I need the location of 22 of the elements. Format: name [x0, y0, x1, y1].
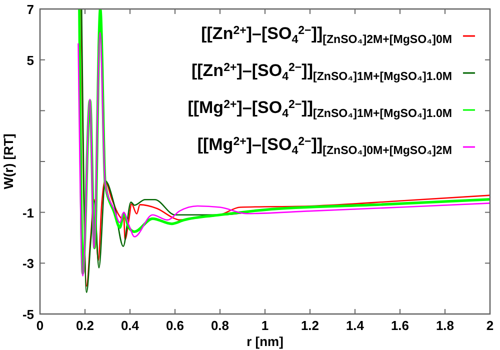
legend-label: [[Zn$^{2+}$]–[SO$_{4}$$^{2−}$]]$_{[ZnSO₄]1M+[MgSO₄]1.0M}$ — [191, 61, 452, 84]
y-tick-label: -5 — [22, 307, 34, 322]
x-tick-label: 0.8 — [210, 318, 230, 333]
x-tick-label: 0.4 — [120, 318, 140, 333]
y-tick-label: 5 — [26, 52, 34, 68]
y-tick-label: -1 — [22, 205, 34, 220]
x-tick-label: 1.6 — [390, 318, 410, 333]
x-tick-label: 1.4 — [346, 318, 365, 333]
y-tick-label: 7 — [26, 2, 34, 17]
x-tick-label: 1 — [261, 318, 269, 333]
legend-label: [[Mg$^{2+}$]–[SO$_{4}$$^{2−}$]]$_{[ZnSO₄]1M+[MgSO₄]1.0M}$ — [188, 98, 452, 120]
y-tick-label: -3 — [22, 256, 34, 272]
x-tick-label: 1.2 — [300, 318, 320, 333]
legend-label: [[Zn$^{2+}$]–[SO$_{4}$$^{2−}$]]$_{[ZnSO₄]2M+[MgSO₄]0M}$ — [201, 24, 452, 46]
x-tick-label: 1.8 — [436, 318, 454, 333]
y-axis-title: W(r) [RT] — [1, 134, 16, 190]
x-axis-title: r [nm] — [246, 334, 284, 349]
x-tick-label: 2 — [486, 318, 494, 333]
x-tick-label: 0.6 — [166, 318, 184, 333]
legend-label: [[Mg$^{2+}$]–[SO$_{4}$$^{2−}$]]$_{[ZnSO₄]0M+[MgSO₄]2M}$ — [197, 135, 452, 158]
x-tick-label: 0.2 — [76, 318, 94, 333]
x-tick-label: 0 — [36, 318, 44, 333]
